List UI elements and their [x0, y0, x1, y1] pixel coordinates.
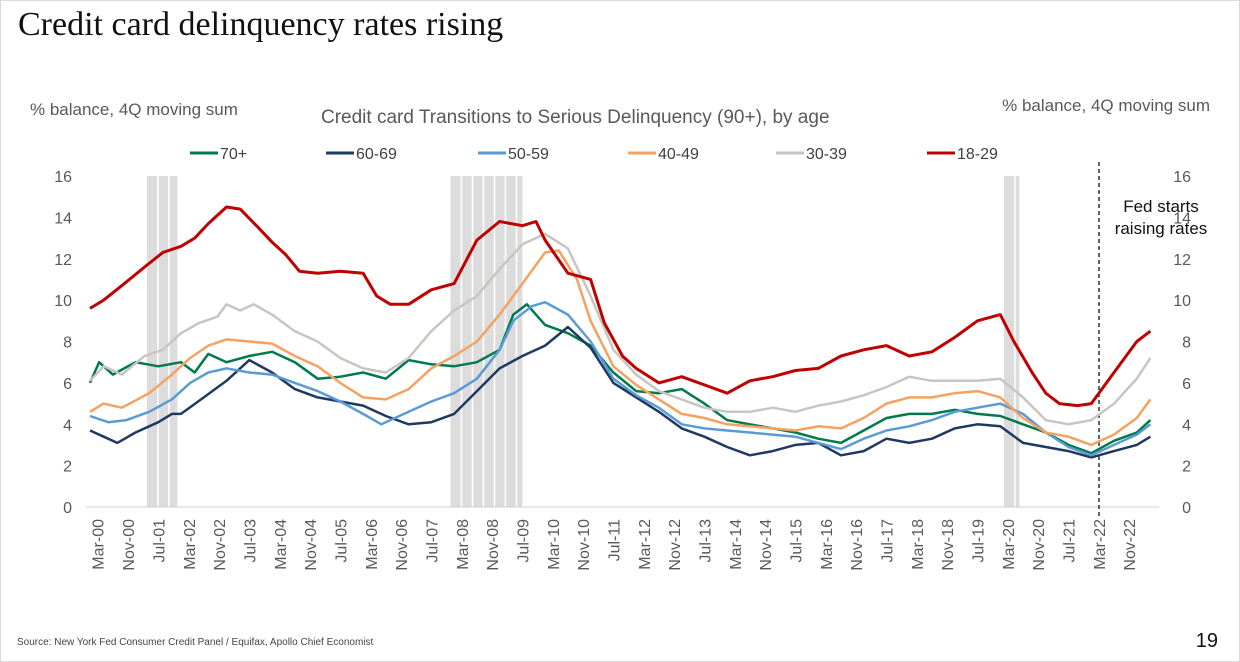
- legend-label: 70+: [220, 146, 247, 163]
- y-tick-left: 10: [54, 293, 72, 310]
- series-line-40-49: [89, 249, 1152, 447]
- series-line-18-29: [89, 205, 1152, 408]
- x-tick-label: Nov-18: [940, 519, 957, 571]
- x-tick-label: Mar-14: [728, 519, 745, 570]
- x-tick-label: Nov-14: [758, 519, 775, 571]
- y-tick-right: 6: [1182, 376, 1191, 393]
- x-tick-label: Jul-03: [242, 519, 259, 563]
- chart-title: Credit card Transitions to Serious Delin…: [321, 107, 830, 128]
- x-tick-label: Mar-00: [91, 519, 108, 570]
- x-tick-label: Jul-13: [697, 519, 714, 563]
- recession-band: [1003, 176, 1020, 507]
- legend-label: 18-29: [957, 146, 998, 163]
- y-tick-left: 16: [54, 169, 72, 186]
- legend-label: 60-69: [356, 146, 397, 163]
- x-tick-label: Mar-04: [273, 519, 290, 570]
- x-tick-label: Nov-06: [394, 519, 411, 571]
- legend-label: 40-49: [658, 146, 699, 163]
- y-tick-right: 8: [1182, 335, 1191, 352]
- source-note: Source: New York Fed Consumer Credit Pan…: [17, 637, 374, 648]
- x-tick-label: Mar-06: [364, 519, 381, 570]
- x-tick-label: Jul-07: [424, 519, 441, 563]
- y-tick-right: 0: [1182, 500, 1191, 517]
- y-tick-left: 0: [63, 500, 72, 517]
- x-tick-label: Mar-20: [1001, 519, 1018, 570]
- x-tick-label: Mar-16: [819, 519, 836, 570]
- x-tick-label: Mar-02: [182, 519, 199, 570]
- x-tick-label: Jul-21: [1062, 519, 1079, 563]
- x-tick-label: Jul-05: [333, 519, 350, 563]
- page-number: 19: [1195, 630, 1218, 652]
- y-tick-left: 4: [63, 417, 72, 434]
- x-tick-label: Nov-00: [121, 519, 138, 571]
- y-tick-right: 16: [1173, 169, 1191, 186]
- x-tick-label: Mar-22: [1092, 519, 1109, 570]
- legend-label: 30-39: [806, 146, 847, 163]
- x-tick-label: Mar-18: [910, 519, 927, 570]
- legend-label: 50-59: [508, 146, 549, 163]
- x-tick-label: Nov-20: [1031, 519, 1048, 571]
- x-tick-label: Mar-10: [546, 519, 563, 570]
- y-tick-left: 6: [63, 376, 72, 393]
- y-axis-unit-left: % balance, 4Q moving sum: [30, 100, 238, 119]
- series-line-60-69: [89, 325, 1152, 459]
- page-title: Credit card delinquency rates rising: [18, 6, 504, 43]
- x-tick-label: Jul-17: [879, 519, 896, 563]
- y-tick-right: 2: [1182, 459, 1191, 476]
- x-tick-label: Nov-02: [212, 519, 229, 571]
- x-tick-label: Jul-19: [971, 519, 988, 563]
- x-tick-label: Jul-01: [151, 519, 168, 563]
- series-line-30-39: [89, 232, 1152, 426]
- y-tick-right: 10: [1173, 293, 1191, 310]
- fed-annotation: Fed starts raising rates: [1114, 197, 1208, 238]
- x-tick-label: Jul-15: [788, 519, 805, 563]
- y-tick-left: 2: [63, 459, 72, 476]
- y-tick-left: 12: [54, 252, 72, 269]
- x-tick-label: Mar-08: [455, 519, 472, 570]
- y-tick-right: 12: [1173, 252, 1191, 269]
- y-tick-right: 14: [1173, 210, 1191, 227]
- y-axis-unit-right: % balance, 4Q moving sum: [1002, 96, 1210, 115]
- x-tick-label: Nov-04: [303, 519, 320, 571]
- y-tick-right: 4: [1182, 417, 1191, 434]
- x-tick-label: Nov-12: [667, 519, 684, 571]
- series-line-50-59: [89, 300, 1152, 457]
- x-tick-label: Jul-09: [515, 519, 532, 563]
- x-tick-label: Nov-16: [849, 519, 866, 571]
- y-tick-left: 14: [54, 210, 72, 227]
- x-tick-label: Nov-08: [485, 519, 502, 571]
- x-tick-label: Nov-10: [576, 519, 593, 571]
- x-tick-label: Mar-12: [637, 519, 654, 570]
- x-tick-label: Jul-11: [606, 519, 623, 561]
- y-tick-left: 8: [63, 335, 72, 352]
- series-line-70+: [88, 303, 1152, 455]
- x-tick-label: Nov-22: [1122, 519, 1139, 571]
